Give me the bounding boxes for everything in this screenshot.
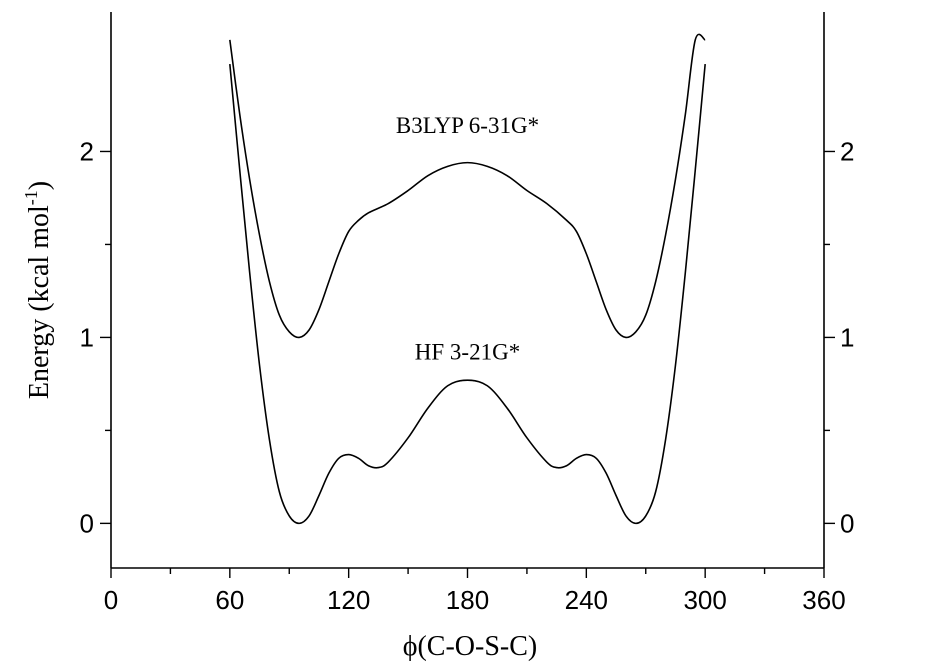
- series-annotation-b3lyp: B3LYP 6-31G*: [396, 113, 539, 138]
- y-axis-label-main: Energy (kcal mol: [24, 205, 55, 399]
- series-annotation-hf: HF 3-21G*: [415, 340, 520, 365]
- axes-frame: [110, 12, 825, 569]
- y-axis-label-superscript: -1: [21, 190, 41, 205]
- y-left-tick-label: 0: [80, 508, 94, 538]
- x-tick-label: 60: [215, 585, 244, 615]
- x-tick-label: 180: [446, 585, 489, 615]
- x-tick-label: 360: [802, 585, 845, 615]
- annotations: B3LYP 6-31G* HF 3-21G*: [396, 113, 539, 365]
- x-ticks: 0 60 120 180 240 300 360: [104, 568, 846, 615]
- y-axis-label-close: ): [24, 181, 55, 190]
- x-tick-label: 120: [327, 585, 370, 615]
- y-axis-label: Energy (kcal mol-1): [21, 181, 55, 399]
- x-axis-label: ϕ(C-O-S-C): [403, 631, 538, 662]
- x-tick-label: 0: [104, 585, 118, 615]
- series-layer: [229, 33, 706, 525]
- series-line-hf: [229, 63, 706, 525]
- y-left-tick-label: 1: [80, 322, 94, 352]
- y-right-tick-label: 1: [840, 322, 854, 352]
- y-ticks: 0 0 1 1 2 2: [80, 136, 855, 538]
- x-tick-label: 240: [565, 585, 608, 615]
- x-tick-label: 300: [683, 585, 726, 615]
- y-right-tick-label: 2: [840, 136, 854, 166]
- y-left-tick-label: 2: [80, 136, 94, 166]
- y-right-tick-label: 0: [840, 508, 854, 538]
- series-line-b3lyp: [229, 33, 706, 339]
